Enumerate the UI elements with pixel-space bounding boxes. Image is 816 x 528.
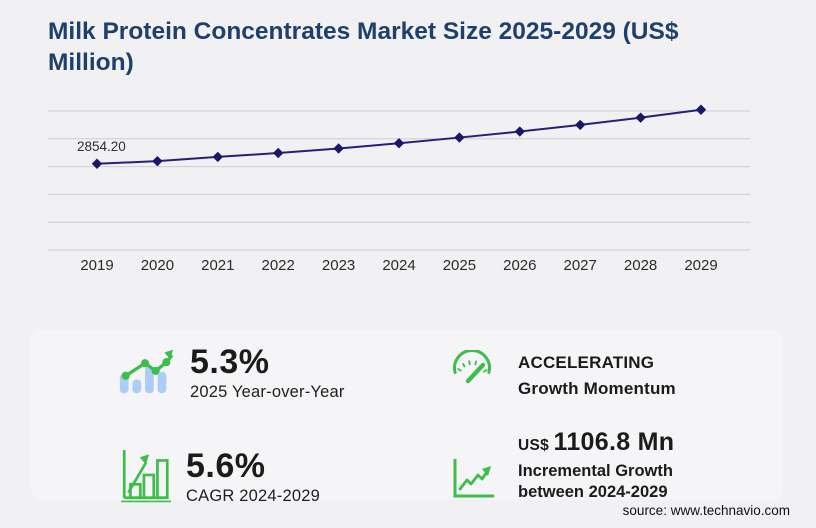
data-point-marker (393, 138, 405, 149)
axis-trend-arrow-icon (453, 459, 494, 498)
x-axis-label: 2027 (563, 257, 597, 274)
data-point-marker (514, 126, 525, 137)
stat-growth-momentum: ACCELERATING Growth Momentum (448, 350, 676, 402)
momentum-line2: Growth Momentum (518, 379, 676, 398)
x-axis-label: 2022 (261, 257, 295, 274)
incremental-value: 1106.8 Mn (553, 428, 675, 456)
incremental-value-line: US$ 1106.8 Mn (518, 428, 674, 457)
stat-yoy-growth: 5.3% 2025 Year-over-Year (116, 340, 345, 402)
cagr-label: CAGR 2024-2029 (186, 487, 320, 505)
yoy-value: 5.3% (190, 343, 270, 381)
x-axis-label: 2025 (442, 257, 477, 274)
trend-line (96, 108, 702, 165)
data-point-marker (575, 119, 586, 131)
speedometer-icon (453, 350, 491, 384)
x-axis-label: 2028 (623, 257, 658, 274)
data-point-marker (333, 143, 344, 154)
page-title-line1: Milk Protein Concentrates Market Size 20… (48, 18, 679, 45)
source-attribution: source: www.technavio.com (622, 503, 790, 518)
data-point-marker (454, 132, 465, 143)
page-title: Milk Protein Concentrates Market Size 20… (48, 16, 768, 78)
momentum-line1: ACCELERATING (518, 353, 655, 372)
data-label-2019: 2854.20 (77, 139, 126, 154)
x-axis-label: 2024 (382, 257, 416, 274)
x-axis-label: 2020 (140, 257, 175, 274)
data-point-marker (273, 147, 284, 159)
x-axis-label: 2023 (321, 257, 356, 274)
bar-chart-trend-icon (119, 349, 174, 394)
data-point-marker (695, 104, 707, 115)
data-point-marker (91, 158, 103, 169)
cagr-value: 5.6% (186, 447, 266, 485)
page-title-line2: Million) (48, 49, 134, 76)
x-axis-label: 2029 (684, 257, 718, 274)
market-size-line-chart (48, 104, 750, 251)
x-axis-label: 2021 (201, 257, 235, 274)
data-point-marker (152, 155, 163, 167)
x-axis: 2019 2020 2021 2022 2023 2024 2025 2026 2027 2028… (0, 257, 816, 277)
stat-incremental-growth: US$ 1106.8 Mn Incremental Growth between… (452, 428, 674, 503)
x-axis-label: 2019 (80, 257, 114, 274)
data-point-marker (635, 112, 646, 123)
data-point-marker (212, 151, 223, 163)
yoy-label: 2025 Year-over-Year (190, 383, 345, 401)
stat-cagr: 5.6% CAGR 2024-2029 (120, 448, 320, 506)
incremental-label-line2: between 2024-2029 (518, 483, 668, 501)
incremental-currency: US$ (518, 437, 550, 454)
x-axis-label: 2026 (503, 257, 537, 274)
incremental-label-line1: Incremental Growth (518, 462, 673, 480)
outlined-bar-growth-icon (121, 450, 171, 503)
